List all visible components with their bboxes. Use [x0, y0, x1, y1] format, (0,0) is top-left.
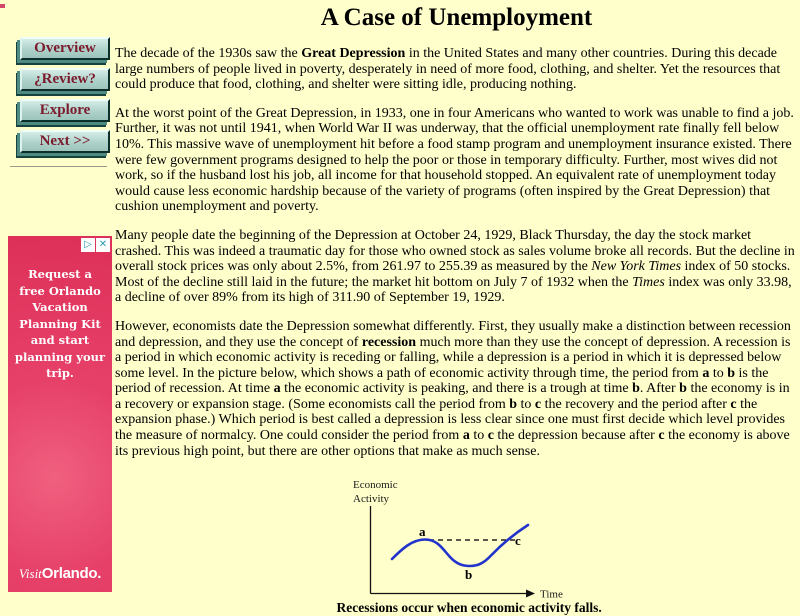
paragraph-1: The decade of the 1930s saw the Great De…	[115, 46, 781, 93]
ad-close-icon[interactable]: ✕	[96, 238, 110, 252]
economic-activity-chart: Economic Activity Time a b c	[353, 479, 563, 600]
economic-activity-figure: Economic Activity Time a b c Recessions …	[336, 473, 602, 616]
corner-artifact	[0, 4, 5, 8]
article: The decade of the 1930s saw the Great De…	[115, 46, 798, 459]
point-a-label: a	[419, 524, 426, 539]
sidebar-divider	[10, 166, 107, 167]
main-content: A Case of Unemployment The decade of the…	[115, 4, 798, 616]
nav-button-explore[interactable]: Explore	[20, 99, 110, 122]
paragraph-2: At the worst point of the Great Depressi…	[115, 105, 794, 215]
paragraph-4: However, economists date the Depression …	[115, 318, 791, 459]
ad-text: Request a free Orlando Vacation Planning…	[14, 267, 106, 380]
ad-logo-orlando: Orlando.	[41, 565, 102, 582]
y-axis-label-line2: Activity	[353, 493, 390, 505]
point-b-label: b	[465, 567, 472, 582]
figure-caption: Recessions occur when economic activity …	[336, 600, 602, 616]
sidebar: Overview ¿Review? Explore Next >> ▷ ✕ Re…	[8, 37, 112, 592]
nav-button-next[interactable]: Next >>	[20, 130, 110, 153]
visit-orlando-logo: VisitOrlando.	[8, 565, 112, 583]
ad-logo-visit: Visit	[18, 566, 42, 581]
ad-banner[interactable]: ▷ ✕ Request a free Orlando Vacation Plan…	[8, 236, 112, 592]
paragraph-3: Many people date the beginning of the De…	[115, 227, 795, 306]
page-title: A Case of Unemployment	[320, 4, 593, 31]
recession-curve	[390, 523, 530, 568]
y-axis-label-line1: Economic	[353, 479, 398, 491]
ad-icons: ▷ ✕	[81, 238, 110, 252]
x-axis-label: Time	[540, 589, 563, 600]
point-c-label: c	[515, 533, 521, 548]
nav-button-overview[interactable]: Overview	[20, 37, 110, 60]
adchoices-icon[interactable]: ▷	[81, 238, 95, 252]
nav-button-review[interactable]: ¿Review?	[20, 68, 110, 91]
x-axis-arrow	[526, 589, 535, 598]
